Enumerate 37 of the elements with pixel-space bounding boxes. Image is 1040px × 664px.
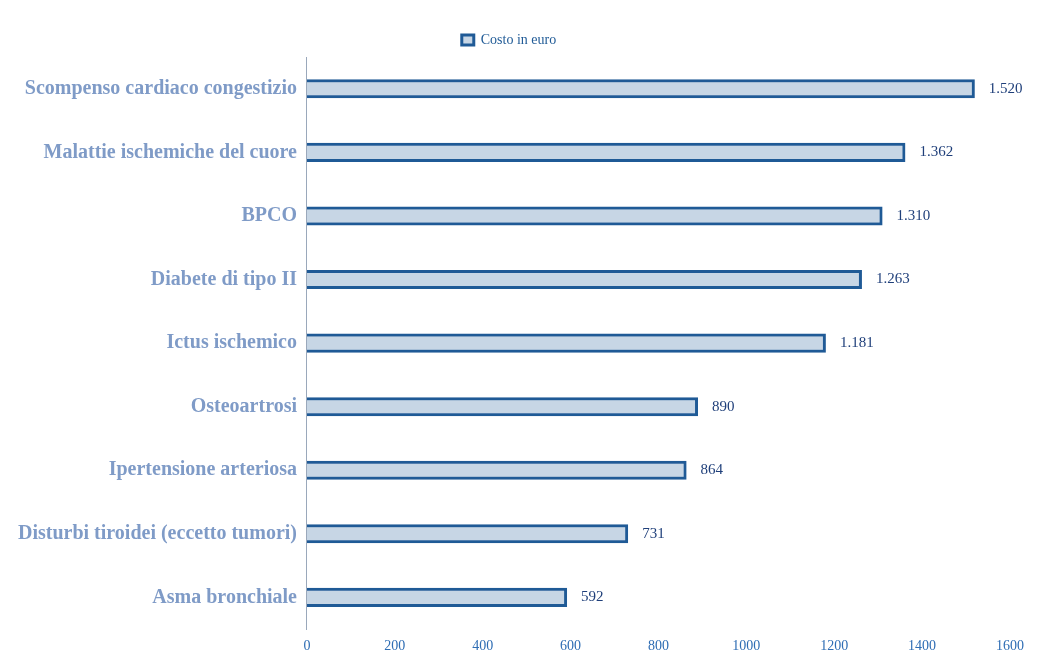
- bar: [306, 79, 975, 99]
- bar: [306, 142, 906, 162]
- y-tick-label: Ipertensione arteriosa: [108, 457, 297, 481]
- y-tick-label: Malattie ischemiche del cuore: [43, 139, 298, 162]
- x-tick-label: 600: [560, 638, 582, 654]
- x-tick-label: 1600: [996, 638, 1024, 654]
- bar: [306, 397, 699, 417]
- data-label: 864: [700, 461, 724, 478]
- y-tick-label: Diabete di tipo II: [150, 266, 298, 290]
- bar: [306, 524, 629, 544]
- x-tick-label: 1400: [908, 638, 937, 654]
- x-tick-label: 1200: [820, 638, 849, 654]
- data-label: 1.310: [896, 206, 931, 223]
- x-tick-label: 1000: [732, 638, 761, 654]
- data-label: 592: [581, 588, 604, 605]
- bar: [306, 206, 883, 226]
- x-tick-label: 0: [303, 638, 311, 654]
- y-tick-label: Asma bronchiale: [152, 584, 298, 607]
- data-label: 731: [642, 524, 665, 541]
- bar: [306, 460, 687, 480]
- data-label: 890: [712, 397, 735, 414]
- y-tick-label: Osteoartrosi: [190, 393, 298, 416]
- data-label: 1.362: [919, 143, 954, 160]
- bar: [306, 333, 826, 353]
- bar: [306, 269, 862, 290]
- x-tick-label: 400: [472, 638, 494, 654]
- y-tick-label: Ictus ischemico: [166, 330, 297, 353]
- data-label: 1.181: [839, 334, 874, 351]
- data-label: 1.263: [875, 270, 910, 287]
- y-tick-label: Disturbi tiroidei (eccetto tumori): [17, 521, 297, 545]
- y-tick-label: Scompenso cardiaco congestizio: [24, 75, 297, 99]
- bar: [306, 587, 568, 607]
- data-label: 1.520: [988, 79, 1023, 96]
- x-tick-label: 200: [384, 638, 406, 654]
- y-tick-label: BPCO: [241, 203, 297, 226]
- x-tick-label: 800: [648, 638, 669, 654]
- legend-label: Costo in euro: [480, 31, 557, 47]
